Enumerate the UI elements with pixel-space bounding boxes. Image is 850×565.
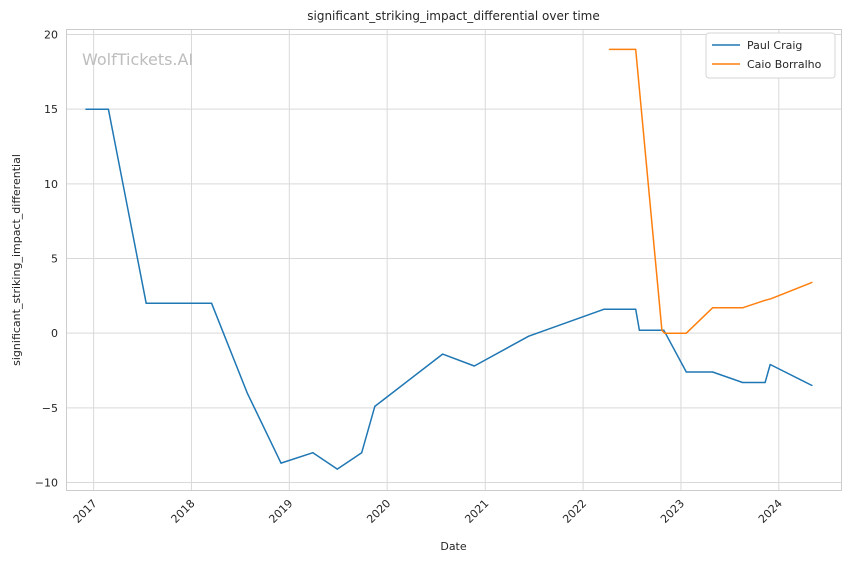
series-line-paul-craig: [85, 108, 813, 470]
data-point-caio-borralho: [764, 299, 766, 301]
data-point-caio-borralho: [635, 48, 637, 51]
data-point-paul-craig: [336, 468, 338, 470]
x-tick-label: 2023: [658, 497, 687, 526]
y-tick-label: −5: [42, 402, 58, 415]
y-tick-label: 0: [51, 327, 58, 340]
data-point-paul-craig: [85, 108, 87, 110]
y-tick-label: −10: [35, 477, 58, 490]
x-tick-label: 2022: [560, 497, 589, 526]
y-axis-label: significant_striking_impact_differential: [10, 154, 23, 366]
data-point-paul-craig: [685, 371, 687, 373]
data-point-paul-craig: [764, 381, 766, 384]
x-tick-label: 2024: [756, 497, 785, 526]
data-point-paul-craig: [246, 392, 248, 394]
legend-label-caio-borralho: Caio Borralho: [747, 58, 822, 71]
data-point-caio-borralho: [770, 298, 772, 300]
data-point-paul-craig: [663, 329, 665, 331]
data-point-paul-craig: [742, 381, 744, 384]
data-point-paul-craig: [312, 452, 314, 454]
data-point-caio-borralho: [685, 332, 687, 334]
x-axis-ticks: 2017 2018 2019 2020 2021 2022 2023 2024: [71, 497, 785, 526]
data-point-paul-craig: [528, 335, 530, 337]
data-point-paul-craig: [603, 308, 605, 310]
data-point-caio-borralho: [742, 307, 744, 309]
x-tick-label: 2018: [169, 497, 198, 526]
data-point-paul-craig: [280, 462, 282, 464]
data-point-paul-craig: [442, 353, 444, 355]
data-point-caio-borralho: [664, 332, 666, 334]
legend: Paul Craig Caio Borralho: [705, 32, 836, 79]
x-axis-label: Date: [440, 540, 467, 553]
data-point-paul-craig: [361, 452, 363, 454]
chart-title: significant_striking_impact_differential…: [307, 9, 599, 23]
data-point-caio-borralho: [608, 48, 610, 51]
data-point-paul-craig: [638, 329, 641, 331]
data-point-paul-craig: [145, 302, 147, 304]
data-point-paul-craig: [635, 308, 637, 310]
data-point-paul-craig: [769, 363, 771, 366]
data-point-paul-craig: [107, 108, 109, 110]
data-point-caio-borralho: [661, 329, 663, 331]
data-point-caio-borralho: [811, 281, 813, 284]
y-tick-label: 10: [44, 178, 58, 191]
y-tick-label: 15: [44, 103, 58, 116]
grid: [66, 30, 841, 490]
series-lines: [85, 48, 813, 470]
watermark-text: WolfTickets.AI: [82, 50, 193, 69]
x-tick-label: 2019: [266, 497, 295, 526]
plot-frame: [66, 29, 842, 491]
data-point-caio-borralho: [711, 307, 714, 309]
y-tick-label: 20: [44, 28, 58, 41]
x-tick-label: 2017: [71, 497, 100, 526]
y-tick-label: 5: [51, 253, 58, 266]
data-point-paul-craig: [811, 384, 813, 387]
data-point-paul-craig: [711, 371, 714, 373]
y-axis-ticks: 20 15 10 5 0 −5 −10: [35, 28, 58, 489]
x-tick-label: 2020: [364, 497, 393, 526]
data-point-paul-craig: [374, 405, 376, 407]
series-line-caio-borralho: [609, 48, 813, 334]
legend-label-paul-craig: Paul Craig: [747, 39, 802, 52]
x-tick-label: 2021: [462, 497, 491, 526]
data-point-paul-craig: [210, 302, 213, 304]
data-point-paul-craig: [473, 365, 475, 367]
